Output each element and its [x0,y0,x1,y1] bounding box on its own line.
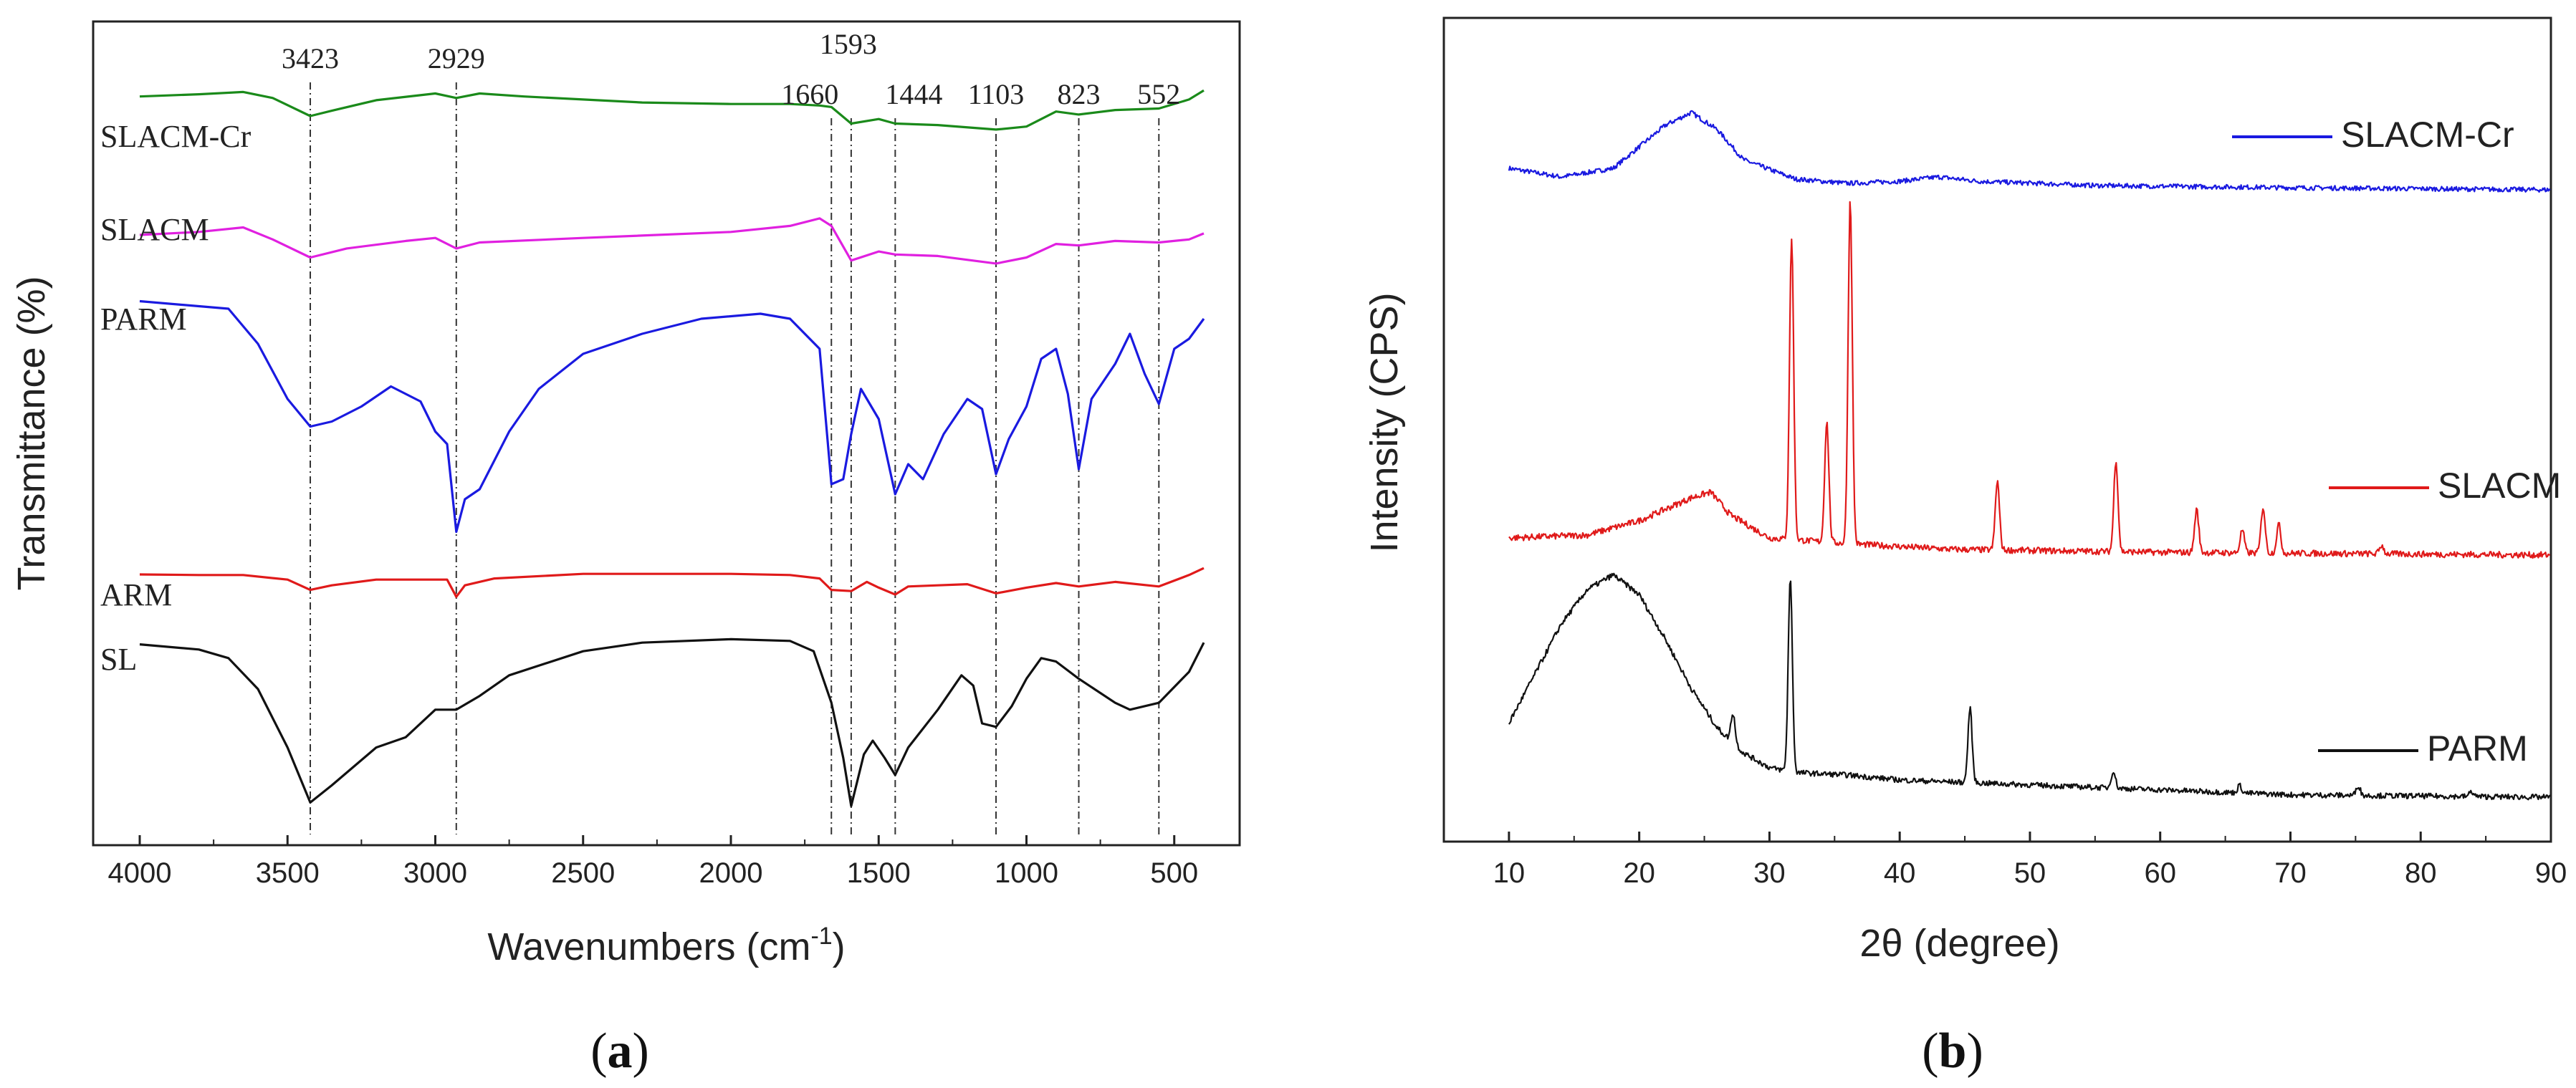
x-tick-label-4000: 4000 [108,857,172,889]
panel-a-caption-letter: a [608,1024,633,1079]
panel-a-x-axis-title-sup: -1 [810,923,832,950]
peak-label-1444: 1444 [885,78,942,110]
xrd-series-line-parm [1508,572,2551,801]
x-tick-label-500: 500 [1150,857,1198,889]
panel-a-x-axis-title-end: ) [833,925,846,968]
series-line-sl [139,637,1205,807]
xrd-x-tick-label-70: 70 [2274,857,2307,889]
panel-a-caption-close: ) [633,1024,649,1079]
xrd-x-tick-label-80: 80 [2405,857,2437,889]
panel-b-plot-frame [1442,16,2552,843]
xrd-x-tick-label-20: 20 [1623,857,1655,889]
panel-a-caption: (a) [590,1024,649,1079]
panel-b-caption-letter: b [1939,1024,1967,1079]
series-label-sl: SL [100,642,137,677]
series-line-parm [139,299,1205,534]
panel-b-y-axis-title: Intensity (CPS) [1363,292,1406,552]
peak-label-552: 552 [1137,78,1180,110]
peak-label-1103: 1103 [968,78,1025,110]
series-label-parm: PARM [100,302,187,337]
xrd-x-tick-label-50: 50 [2014,857,2046,889]
peak-label-3423: 3423 [282,42,339,74]
xrd-series-line-slacm-cr [1508,110,2551,193]
panel-a-peak-lines [310,82,1160,834]
x-tick-label-1500: 1500 [847,857,911,889]
panel-a-caption-open: ( [590,1024,607,1079]
panel-a-series-labels: SLACM-Cr SLACM PARM ARM SL [100,119,252,677]
xrd-x-tick-label-90: 90 [2535,857,2567,889]
series-label-slacm: SLACM [100,212,209,247]
legend-label-parm: PARM [2427,728,2528,769]
series-line-arm [139,567,1205,598]
xrd-series-line-slacm [1508,201,2550,559]
series-line-slacm-cr [139,89,1205,131]
panel-a-x-axis-title: Wavenumbers (cm-1) [487,923,845,968]
peak-label-2929: 2929 [428,42,485,74]
x-tick-label-2000: 2000 [699,857,763,889]
panel-b-legend: SLACM-Cr SLACM PARM [2232,115,2561,769]
xrd-x-tick-label-40: 40 [1884,857,1916,889]
series-line-slacm [139,217,1205,265]
panel-b-caption: (b) [1922,1024,1983,1079]
panel-b-x-ticks: 10 20 30 40 50 60 70 80 90 [1443,832,2567,889]
panel-a-x-ticks: 4000 3500 3000 2500 2000 1500 1000 500 [108,835,1198,889]
series-label-slacm-cr: SLACM-Cr [100,119,252,154]
panel-b-caption-open: ( [1922,1024,1938,1079]
panel-a-y-axis-title: Transmittance (%) [10,276,53,590]
panel-a-series [139,89,1205,807]
panel-b-series [1508,110,2551,801]
xrd-x-tick-label-10: 10 [1493,857,1526,889]
x-tick-label-2500: 2500 [551,857,615,889]
panel-a-plot-frame [92,20,1241,847]
x-tick-label-1000: 1000 [995,857,1058,889]
xrd-x-tick-label-60: 60 [2144,857,2176,889]
peak-label-823: 823 [1058,78,1101,110]
legend-label-slacm: SLACM [2438,466,2561,506]
panel-b-x-axis-title: 2θ (degree) [1859,922,2059,965]
peak-label-1660: 1660 [781,78,838,110]
legend-label-slacm-cr: SLACM-Cr [2341,115,2514,155]
series-label-arm: ARM [100,577,172,612]
x-tick-label-3500: 3500 [256,857,320,889]
peak-label-1593: 1593 [820,28,877,60]
x-tick-label-3000: 3000 [403,857,467,889]
panel-b-caption-close: ) [1966,1024,1983,1079]
panel-a-x-axis-title-main: Wavenumbers (cm [487,925,810,968]
panel-b: 10 20 30 40 50 60 70 80 90 SLACM-Cr SLACM PARM 2θ … [1363,16,2567,1079]
xrd-x-tick-label-30: 30 [1753,857,1786,889]
